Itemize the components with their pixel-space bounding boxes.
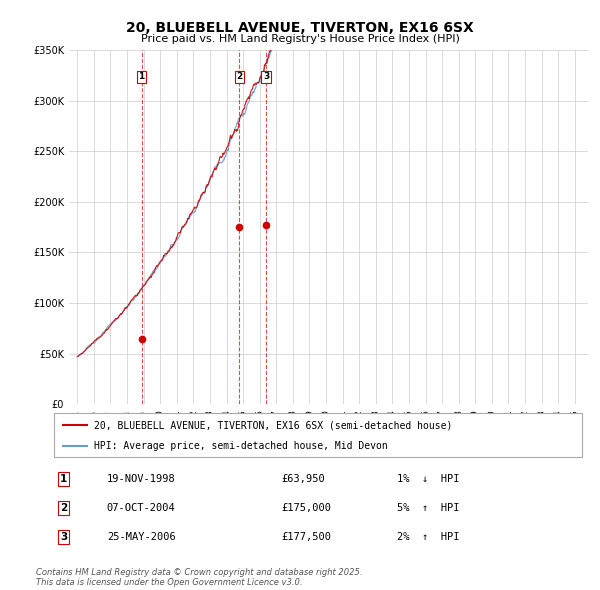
Text: 19-NOV-1998: 19-NOV-1998: [107, 474, 176, 484]
FancyBboxPatch shape: [54, 413, 582, 457]
Text: 3: 3: [263, 72, 269, 81]
Text: 2: 2: [60, 503, 67, 513]
Text: 1%  ↓  HPI: 1% ↓ HPI: [397, 474, 460, 484]
Text: 5%  ↑  HPI: 5% ↑ HPI: [397, 503, 460, 513]
Text: 2%  ↑  HPI: 2% ↑ HPI: [397, 532, 460, 542]
Text: 07-OCT-2004: 07-OCT-2004: [107, 503, 176, 513]
Text: 25-MAY-2006: 25-MAY-2006: [107, 532, 176, 542]
Text: 20, BLUEBELL AVENUE, TIVERTON, EX16 6SX (semi-detached house): 20, BLUEBELL AVENUE, TIVERTON, EX16 6SX …: [94, 421, 452, 430]
Text: 3: 3: [60, 532, 67, 542]
Text: £175,000: £175,000: [281, 503, 331, 513]
Text: HPI: Average price, semi-detached house, Mid Devon: HPI: Average price, semi-detached house,…: [94, 441, 388, 451]
Text: 1: 1: [139, 72, 145, 81]
Text: Price paid vs. HM Land Registry's House Price Index (HPI): Price paid vs. HM Land Registry's House …: [140, 34, 460, 44]
Text: 2: 2: [236, 72, 242, 81]
Text: £63,950: £63,950: [281, 474, 325, 484]
Text: 1: 1: [60, 474, 67, 484]
Text: 20, BLUEBELL AVENUE, TIVERTON, EX16 6SX: 20, BLUEBELL AVENUE, TIVERTON, EX16 6SX: [126, 21, 474, 35]
Text: £177,500: £177,500: [281, 532, 331, 542]
Text: Contains HM Land Registry data © Crown copyright and database right 2025.
This d: Contains HM Land Registry data © Crown c…: [36, 568, 362, 587]
